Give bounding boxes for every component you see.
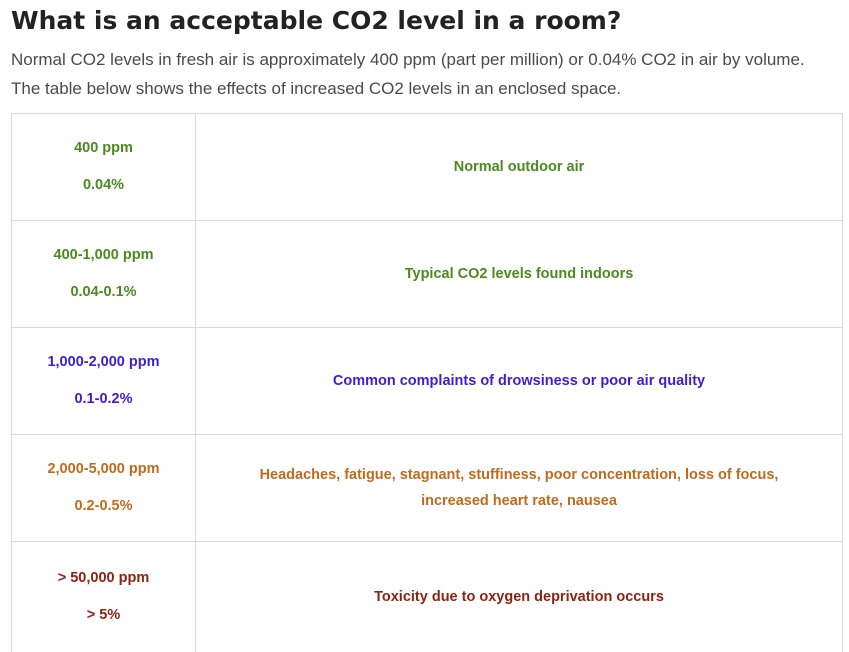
level-cell: > 50,000 ppm > 5% [12, 542, 196, 652]
co2-levels-table: 400 ppm 0.04% Normal outdoor air 400-1,0… [11, 113, 843, 652]
effect-cell: Common complaints of drowsiness or poor … [196, 328, 843, 435]
percent-value: > 5% [12, 597, 195, 634]
effect-text: Toxicity due to oxygen deprivation occur… [196, 584, 842, 610]
table-row: 1,000-2,000 ppm 0.1-0.2% Common complain… [12, 328, 843, 435]
level-cell: 400 ppm 0.04% [12, 114, 196, 221]
percent-value: 0.04-0.1% [12, 274, 195, 311]
intro-line: The table below shows the effects of inc… [11, 74, 842, 103]
intro-line: Normal CO2 levels in fresh air is approx… [11, 45, 842, 74]
table-row: 400 ppm 0.04% Normal outdoor air [12, 114, 843, 221]
ppm-value: 400 ppm [12, 130, 195, 167]
percent-value: 0.1-0.2% [12, 381, 195, 418]
level-cell: 2,000-5,000 ppm 0.2-0.5% [12, 435, 196, 542]
table-row: > 50,000 ppm > 5% Toxicity due to oxygen… [12, 542, 843, 652]
effect-text: Normal outdoor air [196, 154, 842, 180]
effect-text: Common complaints of drowsiness or poor … [196, 368, 842, 394]
ppm-value: > 50,000 ppm [12, 560, 195, 597]
ppm-value: 1,000-2,000 ppm [12, 344, 195, 381]
effect-cell: Headaches, fatigue, stagnant, stuffiness… [196, 435, 843, 542]
table-row: 2,000-5,000 ppm 0.2-0.5% Headaches, fati… [12, 435, 843, 542]
intro-text: Normal CO2 levels in fresh air is approx… [11, 45, 842, 103]
effect-text: Headaches, fatigue, stagnant, stuffiness… [196, 462, 842, 514]
table-row: 400-1,000 ppm 0.04-0.1% Typical CO2 leve… [12, 221, 843, 328]
level-cell: 400-1,000 ppm 0.04-0.1% [12, 221, 196, 328]
ppm-value: 400-1,000 ppm [12, 237, 195, 274]
page-title: What is an acceptable CO2 level in a roo… [11, 6, 621, 36]
percent-value: 0.2-0.5% [12, 488, 195, 525]
percent-value: 0.04% [12, 167, 195, 204]
effect-cell: Normal outdoor air [196, 114, 843, 221]
effect-cell: Toxicity due to oxygen deprivation occur… [196, 542, 843, 652]
level-cell: 1,000-2,000 ppm 0.1-0.2% [12, 328, 196, 435]
effect-text: Typical CO2 levels found indoors [196, 261, 842, 287]
ppm-value: 2,000-5,000 ppm [12, 451, 195, 488]
effect-cell: Typical CO2 levels found indoors [196, 221, 843, 328]
